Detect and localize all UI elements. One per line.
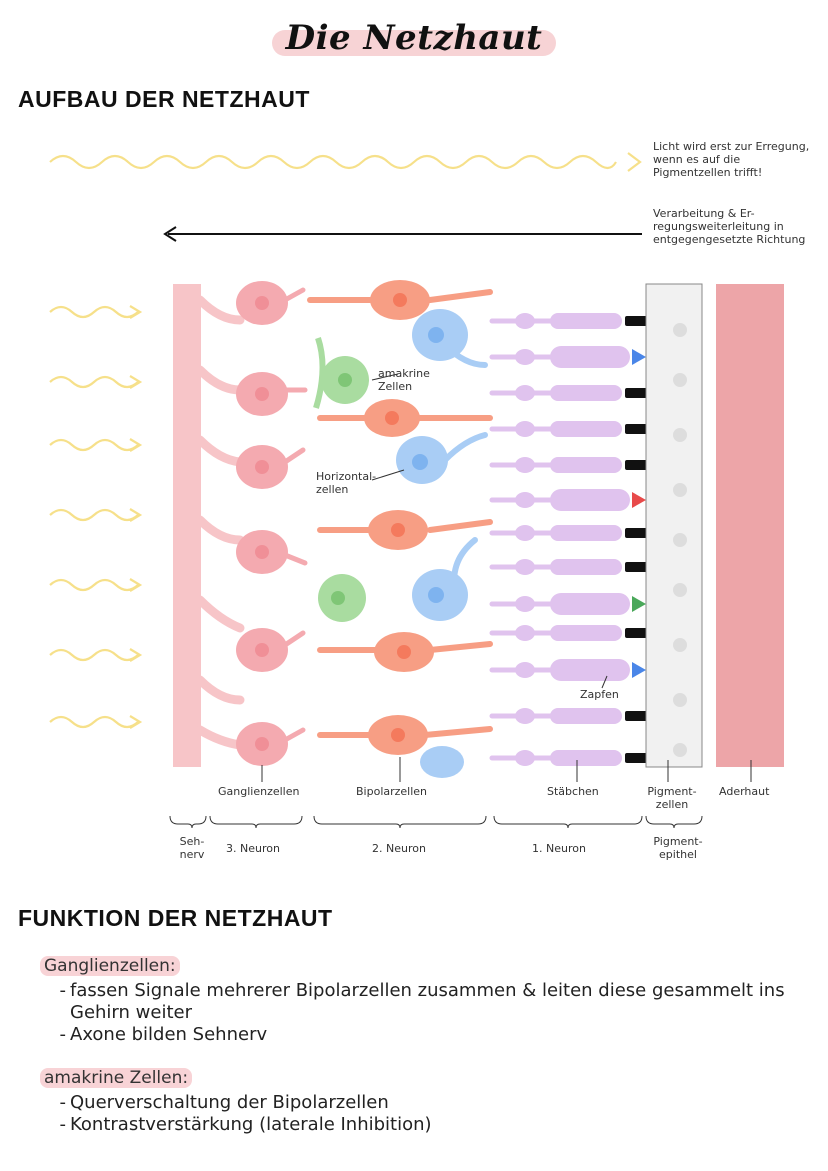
nerve-fiber-layer — [173, 284, 201, 767]
bullet-item: - Axone bilden Sehnerv — [40, 1024, 800, 1046]
light-waves-side — [49, 305, 143, 729]
ganglion-cells — [236, 281, 308, 766]
bullet-item: - Kontrastverstärkung (laterale Inhibiti… — [40, 1114, 800, 1136]
group-pigmentepithel: Pigment-epithel — [653, 835, 703, 861]
label-pigmentzellen: Pigment-zellen — [647, 785, 697, 811]
function-label-amakrine: amakrine Zellen: — [40, 1068, 193, 1088]
note-light: Licht wird erst zur Erregung, wenn es au… — [653, 140, 810, 179]
bipolar-cells — [307, 280, 493, 755]
arrow-head-right — [627, 152, 642, 172]
bullet-text: fassen Signale mehrerer Bipolarzellen zu… — [70, 980, 785, 1023]
bullet-item: - fassen Signale mehrerer Bipolarzellen … — [40, 980, 800, 1024]
label-amakrine: amakrine Zellen — [378, 367, 430, 393]
title-highlight: Die Netzhaut — [271, 18, 557, 58]
function-label-ganglien: Ganglienzellen: — [40, 956, 180, 976]
label-horizontal: Horizontal-zellen — [316, 470, 377, 496]
label-zapfen: Zapfen — [580, 688, 619, 701]
label-bipolar: Bipolarzellen — [356, 785, 428, 798]
page-title: Die Netzhaut — [285, 18, 543, 58]
group-neuron2: 2. Neuron — [372, 842, 426, 855]
group-neuron1: 1. Neuron — [532, 842, 586, 855]
section-heading-funktion: FUNKTION DER NETZHAUT — [18, 905, 333, 931]
label-ganglien: Ganglienzellen — [218, 785, 300, 798]
title-wrap: Die Netzhaut — [0, 18, 828, 58]
bullet-text: Axone bilden Sehnerv — [70, 1024, 268, 1045]
light-wave-top — [49, 154, 617, 170]
photoreceptor-rows — [489, 313, 657, 766]
function-block-ganglien: Ganglienzellen: - fassen Signale mehrere… — [40, 956, 800, 1046]
bullet-item: - Querverschaltung der Bipolarzellen — [40, 1092, 800, 1114]
bullet-text: Querverschaltung der Bipolarzellen — [70, 1092, 389, 1113]
amacrine-cells — [313, 337, 369, 622]
group-neuron3: 3. Neuron — [226, 842, 280, 855]
function-block-amakrine: amakrine Zellen: - Querverschaltung der … — [40, 1068, 800, 1136]
retina-diagram — [49, 152, 784, 829]
bullet-text: Kontrastverstärkung (laterale Inhibition… — [70, 1114, 432, 1135]
label-staebchen: Stäbchen — [547, 785, 599, 798]
group-sehnerv: Seh-nerv — [179, 835, 205, 861]
label-ticks — [261, 373, 752, 782]
section-heading-aufbau: AUFBAU DER NETZHAUT — [18, 86, 310, 112]
label-aderhaut: Aderhaut — [719, 785, 770, 798]
processing-arrow-head — [163, 226, 177, 242]
pigment-epithelium — [645, 283, 703, 768]
note-processing: Verarbeitung & Er-regungsweiterleitung i… — [653, 207, 806, 246]
group-braces — [169, 815, 703, 829]
choroid-layer — [716, 284, 784, 767]
horizontal-cells — [396, 309, 488, 778]
ganglion-axons — [195, 295, 245, 750]
